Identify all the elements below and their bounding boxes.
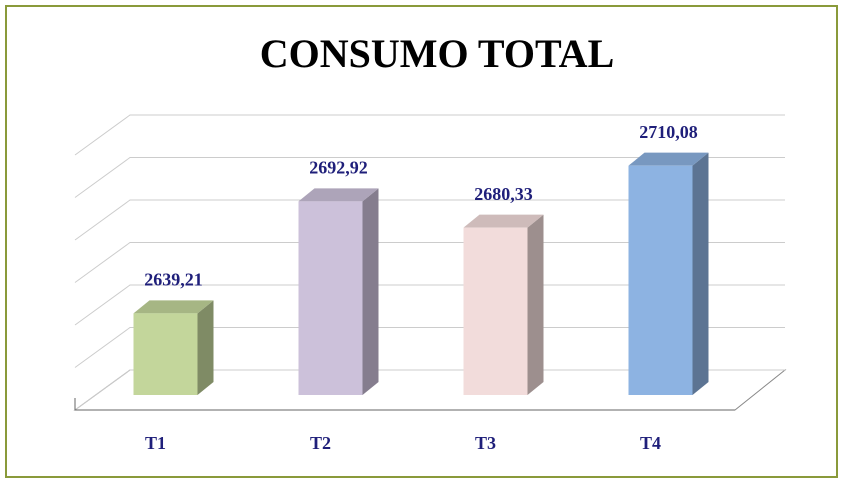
grid-line [74,242,785,283]
bar-side [197,300,214,395]
bar [463,227,528,395]
x-tick-label: T4 [640,433,661,453]
bar [628,165,693,395]
bar-top [133,300,214,314]
data-label: 2639,21 [144,269,203,289]
grid-line [74,114,785,156]
bar-side [527,214,544,395]
bar-top [628,152,709,166]
grid-line [74,327,785,368]
x-tick-label: T1 [145,433,166,453]
data-label: 2710,08 [639,122,698,142]
grid-line [74,157,785,198]
data-label: 2692,92 [309,158,368,178]
bar-top [463,214,544,228]
x-tick-label: T3 [475,433,496,453]
chart-title: CONSUMO TOTAL [260,31,615,76]
bar [298,201,363,395]
x-tick-label: T2 [310,433,331,453]
bar [133,313,198,395]
data-label: 2680,33 [474,184,533,204]
grid-line [74,199,785,241]
bar-top [298,188,379,202]
bar-side [362,188,379,395]
bar-side [692,152,709,395]
grid-line [74,284,785,326]
grid-line [74,369,785,411]
